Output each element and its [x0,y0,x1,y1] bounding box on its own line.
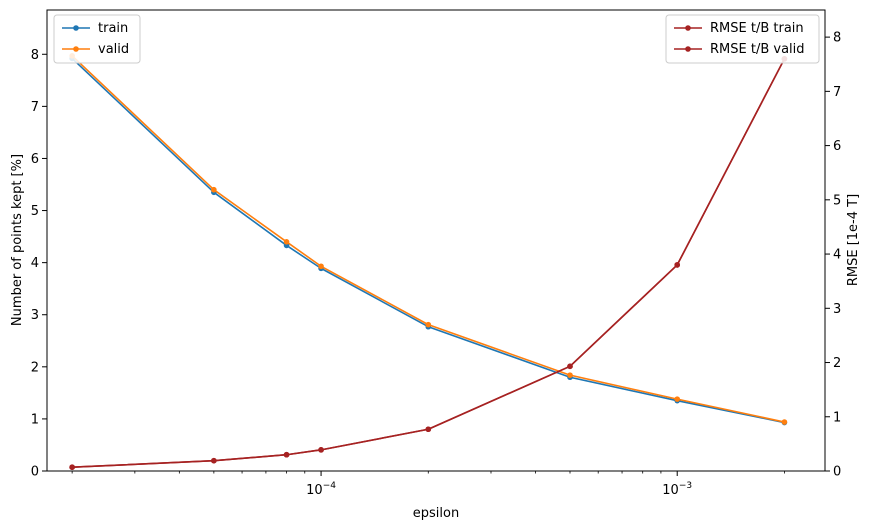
legend-train-marker [73,25,79,31]
legend-valid-marker [73,46,79,52]
y-right-tick-label: 2 [833,356,841,371]
y-left-tick-label: 6 [31,152,39,167]
point-valid [211,186,217,193]
y-left-tick-label: 1 [31,412,39,427]
y-right-tick-label: 1 [833,410,841,425]
y-left-tick-label: 7 [31,100,39,115]
legend-rmse-train-marker [685,25,691,31]
y-axis-right: 0 1 2 3 4 5 6 7 8 [825,31,841,480]
point-rmse-valid [69,464,75,471]
point-rmse-valid [283,451,290,458]
y-right-tick-label: 8 [833,31,841,46]
y-right-tick-label: 4 [833,248,841,263]
point-valid [283,239,290,245]
x-tick-label: 10−3 [662,481,692,498]
y-right-tick-label: 5 [833,193,841,208]
point-valid [674,396,681,402]
legend-left: train valid [53,14,141,64]
x-axis-label: epsilon [413,506,459,521]
y-right-tick-label: 0 [833,465,841,480]
legend-rmse-train-label: RMSE t/B train [710,21,804,36]
y-left-tick-label: 4 [31,256,39,271]
x-tick-label: 10−4 [306,481,336,498]
point-valid [567,372,573,378]
point-rmse-valid [211,457,217,464]
y-left-tick-label: 3 [31,308,39,323]
y-left-tick-label: 0 [31,465,39,480]
point-rmse-valid [318,447,324,453]
y-left-tick-label: 2 [31,360,39,375]
y-right-tick-label: 7 [833,85,841,100]
point-valid [781,419,788,425]
series-line-valid [71,55,785,423]
legend-train-label: train [98,21,128,36]
point-rmse-valid [567,363,573,370]
y-left-tick-label: 5 [31,204,39,219]
legend-right: RMSE t/B train RMSE t/B valid [665,14,820,64]
point-valid [425,321,432,328]
x-axis: 10−4 10−3 [71,471,785,498]
point-rmse-valid [425,426,432,433]
legend-right-frame [665,14,820,64]
series-layer [69,53,788,471]
y-right-tick-label: 6 [833,139,841,154]
legend-rmse-valid-label: RMSE t/B valid [710,42,805,57]
series-line-train [71,57,785,424]
y-axis-left-label: Number of points kept [%] [10,154,25,326]
point-rmse-valid [674,262,681,268]
plot-frame [46,9,826,472]
y-axis-left: 0 1 2 3 4 5 6 7 8 [31,48,47,480]
y-right-tick-label: 3 [833,302,841,317]
point-valid [318,263,324,270]
legend-rmse-valid-marker [685,46,691,52]
y-axis-right-label: RMSE [1e-4 T] [846,194,861,286]
y-left-tick-label: 8 [31,48,39,63]
series-line-rmse-valid [72,58,786,468]
legend-valid-label: valid [98,42,129,57]
